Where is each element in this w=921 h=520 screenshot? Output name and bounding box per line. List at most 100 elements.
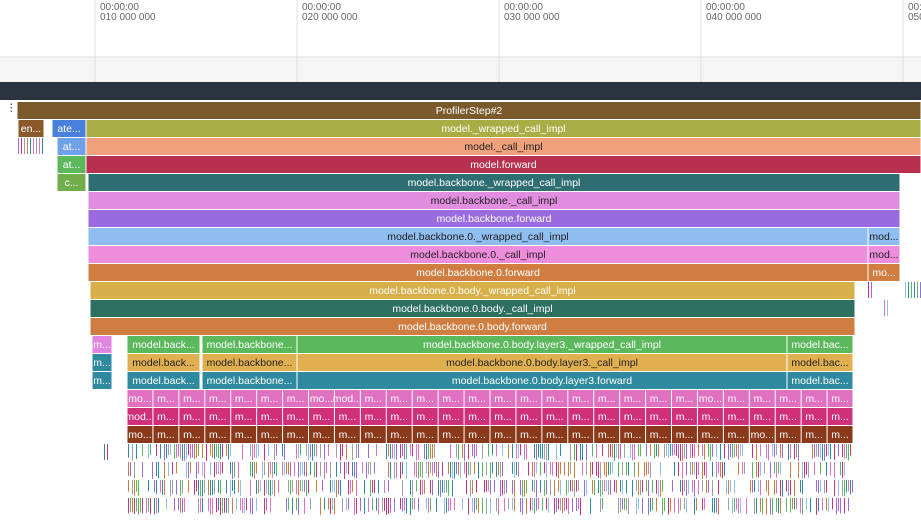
slice[interactable]: m... (360, 408, 386, 425)
slice[interactable]: m... (749, 390, 775, 407)
slice[interactable]: model.backbone._call_impl (88, 192, 900, 209)
slice[interactable]: model.backbone.0.body._wrapped_call_impl (90, 282, 855, 299)
slice[interactable]: m... (334, 426, 360, 443)
slice[interactable]: m... (594, 426, 620, 443)
slice[interactable]: m... (568, 408, 594, 425)
slice[interactable]: m... (801, 408, 827, 425)
slice[interactable]: mod... (333, 390, 362, 407)
slice[interactable]: m... (231, 390, 257, 407)
slice[interactable]: model.backbone.0.body._call_impl (90, 300, 855, 317)
slice[interactable]: m... (542, 408, 568, 425)
slice[interactable]: m... (801, 390, 827, 407)
slice[interactable]: m... (775, 390, 801, 407)
slice[interactable]: m... (646, 390, 671, 407)
slice[interactable]: m... (490, 426, 516, 443)
slice[interactable]: m... (672, 408, 697, 425)
slice[interactable]: m... (386, 408, 412, 425)
slice[interactable]: m... (438, 390, 464, 407)
slice[interactable]: m... (775, 426, 801, 443)
slice[interactable]: model.back... (127, 372, 200, 389)
slice[interactable]: model.backbone.0.body.layer3._call_impl (297, 354, 787, 371)
slice[interactable]: m... (827, 390, 853, 407)
slice[interactable]: ProfilerStep#2 (17, 102, 921, 119)
slice[interactable]: m... (464, 408, 490, 425)
slice[interactable]: m... (205, 408, 231, 425)
slice[interactable]: m... (92, 372, 112, 389)
slice[interactable]: m... (620, 408, 646, 425)
slice[interactable]: m... (749, 408, 775, 425)
slice[interactable]: model.bac... (787, 336, 853, 353)
slice[interactable]: mo... (697, 390, 723, 407)
slice[interactable]: model._call_impl (86, 138, 921, 155)
slice[interactable]: m... (775, 408, 801, 425)
slice[interactable]: m... (257, 408, 283, 425)
slice[interactable]: model.bac... (787, 372, 853, 389)
slice[interactable]: m... (672, 390, 697, 407)
slice[interactable]: m... (438, 426, 464, 443)
slice[interactable]: m... (179, 426, 205, 443)
slice[interactable]: m... (620, 426, 646, 443)
slice[interactable]: mo... (127, 390, 153, 407)
slice[interactable]: m... (672, 426, 697, 443)
slice[interactable]: m... (179, 408, 205, 425)
slice[interactable]: mod... (868, 228, 900, 245)
slice[interactable]: m... (568, 426, 594, 443)
slice[interactable]: m... (620, 390, 646, 407)
slice[interactable]: m... (697, 426, 723, 443)
slice[interactable]: at... (57, 156, 86, 173)
slice[interactable]: model.bac... (787, 354, 853, 371)
slice[interactable]: m... (153, 408, 179, 425)
slice[interactable]: m... (594, 390, 620, 407)
slice[interactable]: m... (334, 408, 360, 425)
slice[interactable]: model.backbone... (202, 336, 297, 353)
slice[interactable]: model.forward (86, 156, 921, 173)
slice[interactable]: m... (646, 426, 671, 443)
slice[interactable]: m... (92, 336, 112, 353)
slice[interactable]: m... (723, 390, 749, 407)
slice[interactable]: at... (57, 138, 86, 155)
slice[interactable]: m... (490, 390, 516, 407)
slice[interactable]: m... (464, 426, 490, 443)
slice[interactable]: m... (257, 426, 283, 443)
slice[interactable]: mod... (125, 408, 155, 425)
slice[interactable]: model.backbone.0.forward (88, 264, 868, 281)
slice[interactable]: model.backbone.0.body.forward (90, 318, 855, 335)
slice[interactable]: ate... (52, 120, 86, 137)
slice[interactable]: c... (57, 174, 86, 191)
slice[interactable]: model._wrapped_call_impl (86, 120, 921, 137)
slice[interactable]: mo... (309, 390, 334, 407)
slice[interactable]: m... (283, 426, 308, 443)
slice[interactable]: m... (153, 426, 179, 443)
slice[interactable]: m... (205, 426, 231, 443)
slice[interactable]: m... (516, 390, 542, 407)
slice[interactable]: mo... (749, 426, 775, 443)
slice[interactable]: m... (283, 390, 308, 407)
slice[interactable]: m... (568, 390, 594, 407)
slice[interactable]: m... (827, 408, 853, 425)
slice[interactable]: m... (542, 426, 568, 443)
slice[interactable]: m... (412, 408, 438, 425)
slice[interactable]: m... (231, 408, 257, 425)
slice[interactable]: m... (516, 408, 542, 425)
slice[interactable]: m... (257, 390, 283, 407)
slice[interactable]: m... (412, 390, 438, 407)
slice[interactable]: m... (723, 408, 749, 425)
slice[interactable]: m... (490, 408, 516, 425)
slice[interactable]: m... (723, 426, 749, 443)
track-menu[interactable]: ⋮ (6, 102, 17, 114)
slice[interactable]: m... (283, 408, 308, 425)
slice[interactable]: m... (516, 426, 542, 443)
slice[interactable]: model.backbone._wrapped_call_impl (88, 174, 900, 191)
slice[interactable]: model.backbone... (202, 372, 297, 389)
slice[interactable]: m... (386, 390, 412, 407)
slice[interactable]: m... (179, 390, 205, 407)
slice[interactable]: m... (438, 408, 464, 425)
slice[interactable]: model.back... (127, 354, 200, 371)
slice[interactable]: model.backbone.0.body.layer3.forward (297, 372, 787, 389)
slice[interactable]: m... (542, 390, 568, 407)
slice[interactable]: m... (801, 426, 827, 443)
slice[interactable]: m... (309, 426, 334, 443)
slice[interactable]: m... (827, 426, 853, 443)
slice[interactable]: mod... (868, 246, 900, 263)
slice[interactable]: m... (594, 408, 620, 425)
